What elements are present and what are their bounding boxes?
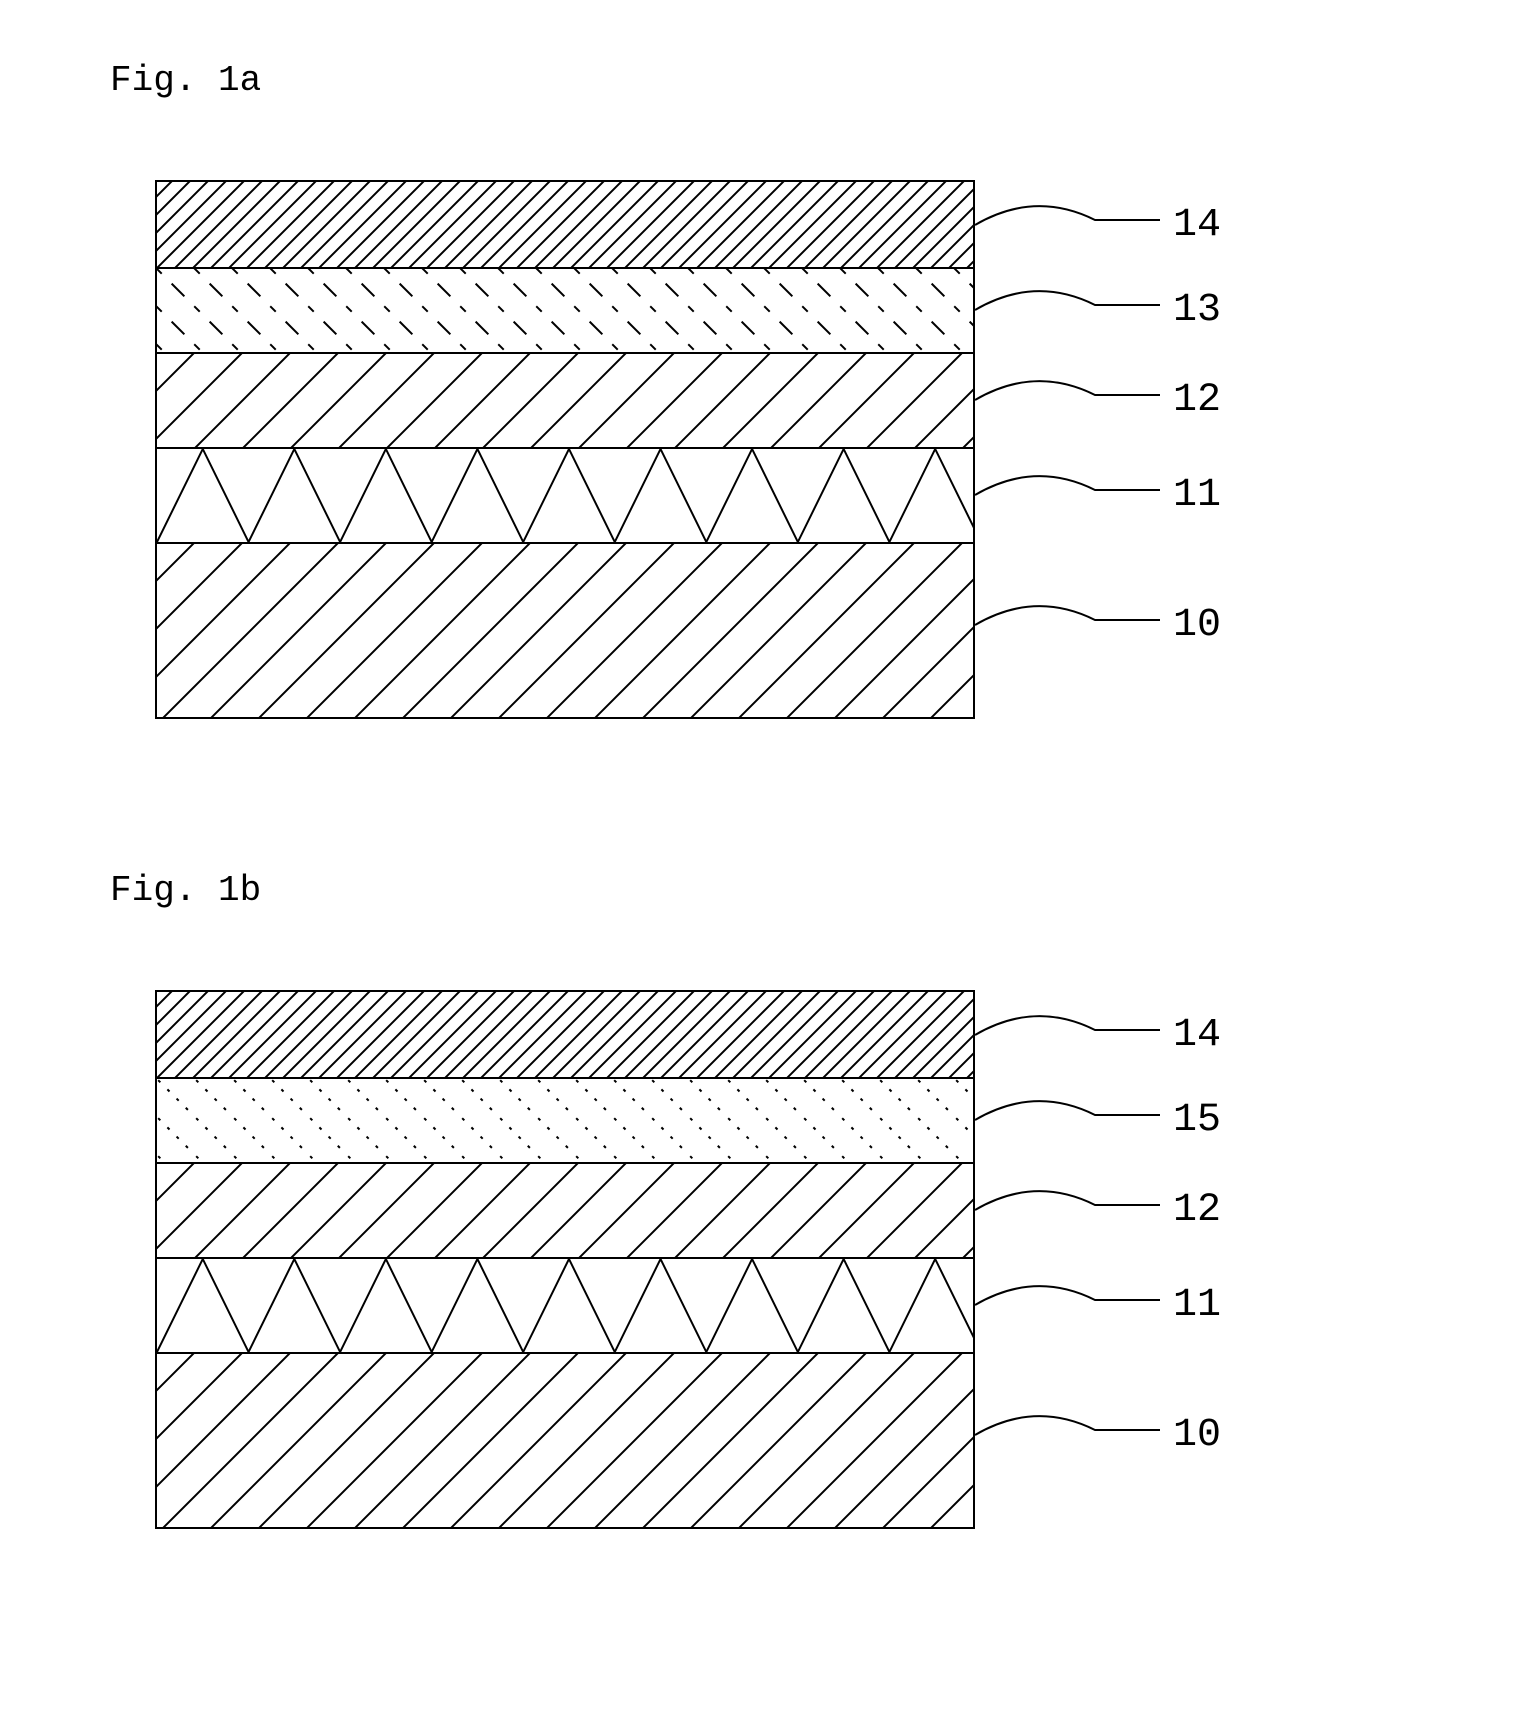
layer-14 — [157, 992, 973, 1077]
layer-15 — [157, 1077, 973, 1162]
callout-13-a: 13 — [975, 285, 1221, 335]
layer-11 — [157, 447, 973, 542]
callout-label: 11 — [1173, 1283, 1221, 1328]
callout-11-a: 11 — [975, 470, 1221, 520]
callout-14-b: 14 — [975, 1010, 1221, 1060]
callout-12-b: 12 — [975, 1185, 1221, 1235]
callout-label: 14 — [1173, 1013, 1221, 1058]
callout-label: 13 — [1173, 288, 1221, 333]
page: Fig. 1a 14 13 12 — [0, 0, 1539, 1723]
callout-label: 15 — [1173, 1098, 1221, 1143]
layer-stack-1b — [155, 990, 975, 1529]
callout-12-a: 12 — [975, 375, 1221, 425]
callout-label: 12 — [1173, 378, 1221, 423]
callout-10-b: 10 — [975, 1410, 1221, 1460]
callout-15-b: 15 — [975, 1095, 1221, 1145]
callout-label: 11 — [1173, 473, 1221, 518]
callout-label: 12 — [1173, 1188, 1221, 1233]
layer-13 — [157, 267, 973, 352]
callout-label: 10 — [1173, 603, 1221, 648]
callout-14-a: 14 — [975, 200, 1221, 250]
layer-14 — [157, 182, 973, 267]
layer-10 — [157, 542, 973, 717]
callout-10-a: 10 — [975, 600, 1221, 650]
layer-11 — [157, 1257, 973, 1352]
callout-label: 14 — [1173, 203, 1221, 248]
figure-label-1a: Fig. 1a — [110, 60, 261, 101]
callout-label: 10 — [1173, 1413, 1221, 1458]
layer-10 — [157, 1352, 973, 1527]
layer-12 — [157, 352, 973, 447]
layer-stack-1a — [155, 180, 975, 719]
figure-label-1b: Fig. 1b — [110, 870, 261, 911]
layer-12 — [157, 1162, 973, 1257]
callout-11-b: 11 — [975, 1280, 1221, 1330]
